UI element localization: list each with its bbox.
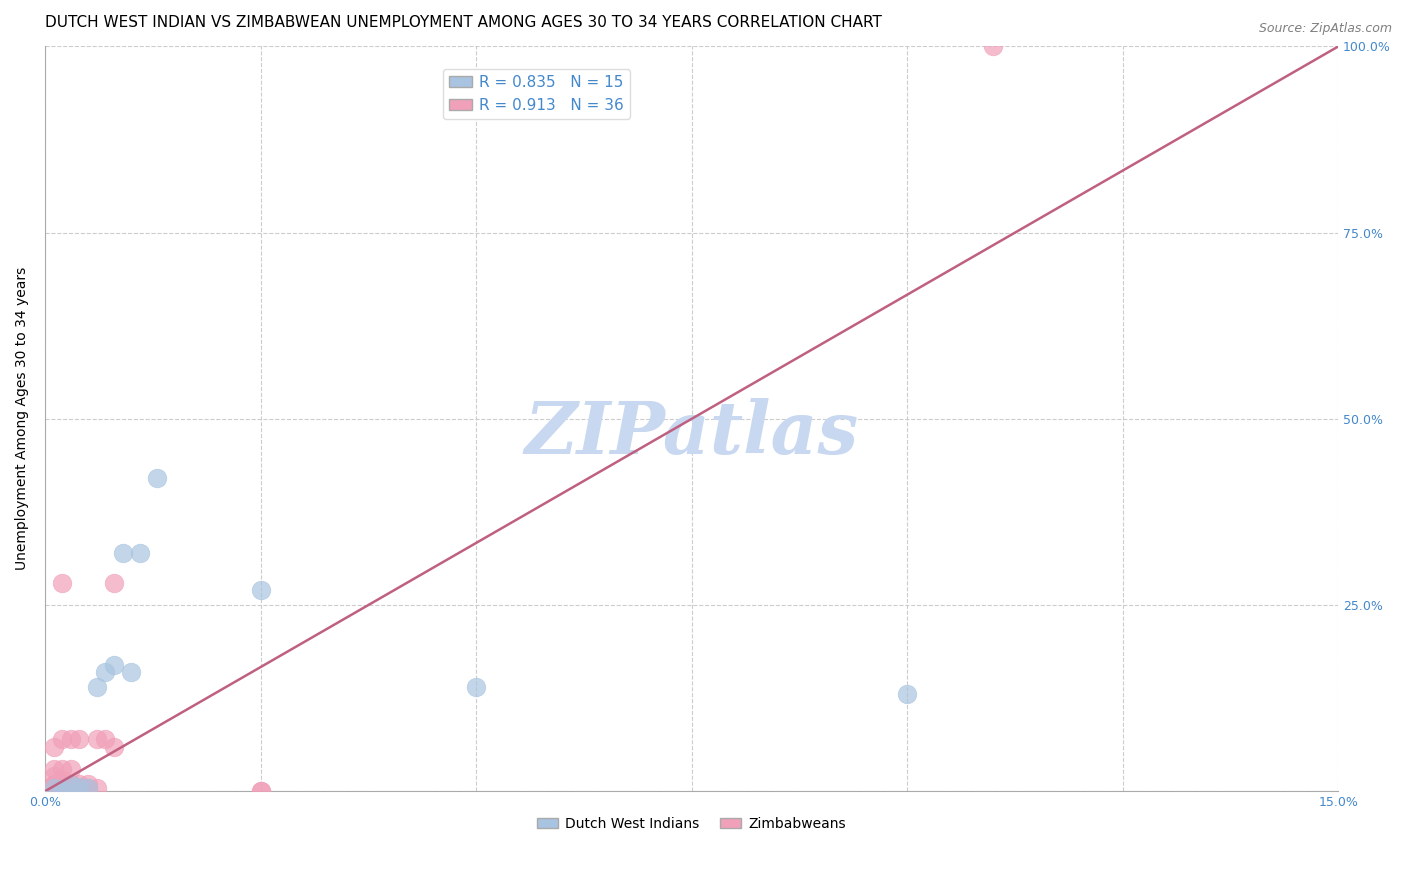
Point xyxy=(249,784,271,798)
Point xyxy=(51,780,73,795)
Point xyxy=(86,680,108,694)
Point xyxy=(51,575,73,590)
Point xyxy=(86,780,108,795)
Point xyxy=(69,780,91,795)
Point xyxy=(42,782,65,797)
Point xyxy=(42,739,65,754)
Text: DUTCH WEST INDIAN VS ZIMBABWEAN UNEMPLOYMENT AMONG AGES 30 TO 34 YEARS CORRELATI: DUTCH WEST INDIAN VS ZIMBABWEAN UNEMPLOY… xyxy=(45,15,882,30)
Point xyxy=(42,777,65,791)
Point xyxy=(111,546,134,560)
Point xyxy=(59,777,82,791)
Point xyxy=(146,471,169,485)
Point xyxy=(465,680,488,694)
Point xyxy=(42,778,65,792)
Point xyxy=(59,732,82,747)
Point xyxy=(51,773,73,788)
Point xyxy=(42,762,65,776)
Point xyxy=(51,782,73,797)
Point xyxy=(86,732,108,747)
Point xyxy=(51,762,73,776)
Point xyxy=(69,777,91,791)
Point xyxy=(59,780,82,795)
Point xyxy=(896,688,918,702)
Point xyxy=(51,780,73,795)
Point xyxy=(77,780,100,795)
Point xyxy=(51,777,73,791)
Point xyxy=(42,780,65,795)
Text: Source: ZipAtlas.com: Source: ZipAtlas.com xyxy=(1258,22,1392,36)
Point xyxy=(120,665,142,679)
Point xyxy=(51,780,73,795)
Point xyxy=(51,732,73,747)
Point xyxy=(103,575,125,590)
Point xyxy=(94,732,117,747)
Point xyxy=(42,779,65,793)
Point xyxy=(103,739,125,754)
Point xyxy=(42,780,65,795)
Point xyxy=(69,732,91,747)
Point xyxy=(59,762,82,776)
Point xyxy=(249,784,271,798)
Legend: Dutch West Indians, Zimbabweans: Dutch West Indians, Zimbabweans xyxy=(531,812,851,837)
Point xyxy=(128,546,150,560)
Point xyxy=(249,583,271,598)
Point xyxy=(69,780,91,794)
Point xyxy=(42,781,65,796)
Point xyxy=(42,780,65,795)
Point xyxy=(42,769,65,783)
Text: ZIPatlas: ZIPatlas xyxy=(524,398,859,469)
Point xyxy=(983,39,1005,54)
Y-axis label: Unemployment Among Ages 30 to 34 years: Unemployment Among Ages 30 to 34 years xyxy=(15,268,30,571)
Point xyxy=(77,780,100,795)
Point xyxy=(59,778,82,792)
Point xyxy=(103,657,125,672)
Point xyxy=(94,665,117,679)
Point xyxy=(77,777,100,791)
Point xyxy=(51,778,73,792)
